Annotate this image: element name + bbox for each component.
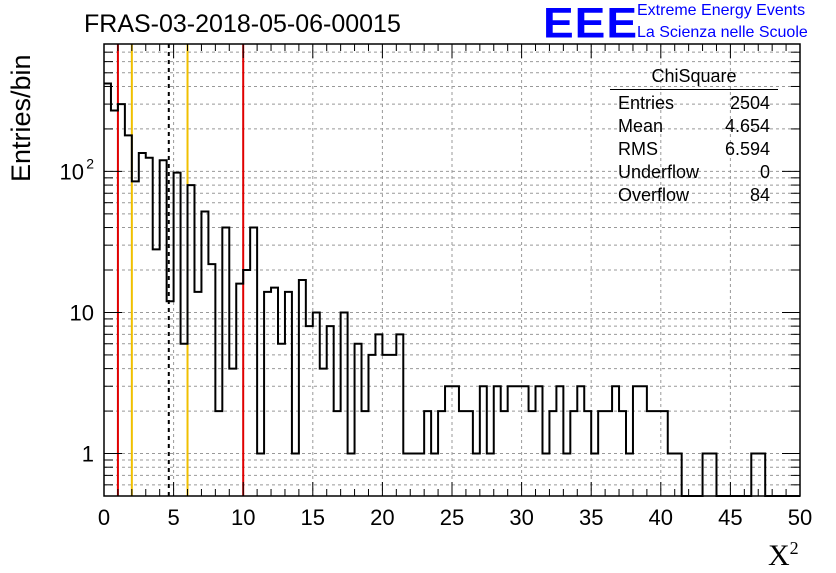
x-tick-label: 40	[649, 505, 673, 530]
logo-subtitle-1: Extreme Energy Events	[637, 2, 806, 19]
y-tick-label-exponent: 2	[86, 155, 94, 171]
stats-row-mean: Mean 4.654	[618, 116, 770, 136]
x-tick-label: 25	[440, 505, 464, 530]
stats-row-rms: RMS 6.594	[618, 139, 770, 159]
histogram-outline	[104, 82, 800, 497]
x-tick-label: 50	[788, 505, 812, 530]
x-tick-label: 35	[579, 505, 603, 530]
eee-logo: EEE	[543, 0, 639, 47]
stats-row-overflow: Overflow 84	[618, 185, 770, 205]
stats-box: ChiSquare Entries 2504 Mean 4.654 RMS 6.594…	[610, 66, 778, 208]
stats-row-entries: Entries 2504	[618, 93, 770, 113]
grid-layer	[104, 44, 800, 496]
logo-subtitle-2: La Scienza nelle Scuole	[637, 24, 808, 41]
x-tick-label: 20	[370, 505, 394, 530]
x-tick-label: 0	[98, 505, 110, 530]
axis-ticks	[103, 44, 801, 496]
x-tick-label: 10	[231, 505, 255, 530]
y-axis-label: Entries/bin	[6, 54, 36, 182]
y-tick-label: 1	[82, 442, 94, 467]
y-tick-label: 10	[60, 159, 84, 184]
y-tick-label: 10	[70, 300, 94, 325]
x-tick-label: 15	[301, 505, 325, 530]
x-tick-label: 30	[509, 505, 533, 530]
stats-row-underflow: Underflow 0	[618, 162, 770, 182]
run-title: FRAS-03-2018-05-06-00015	[84, 10, 401, 38]
x-tick-label: 5	[167, 505, 179, 530]
stats-title: ChiSquare	[610, 66, 778, 90]
x-axis-label: X2	[768, 538, 799, 572]
x-tick-label: 45	[718, 505, 742, 530]
